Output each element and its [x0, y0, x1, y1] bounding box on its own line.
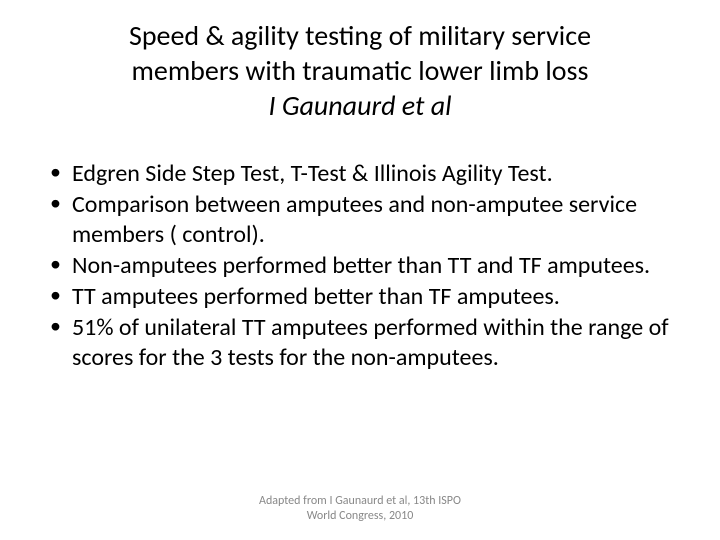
footer-line-1: Adapted from I Gaunaurd et al, 13th ISPO: [0, 494, 720, 509]
bullet-text: 51% of unilateral TT amputees performed …: [72, 313, 669, 371]
title-author: I Gaunaurd et al: [129, 88, 591, 123]
list-item: 51% of unilateral TT amputees performed …: [48, 313, 680, 372]
title-block: Speed & agility testing of military serv…: [129, 18, 591, 123]
list-item: Non-amputees performed better than TT an…: [48, 251, 680, 280]
title-line-1: Speed & agility testing of military serv…: [129, 18, 591, 53]
bullet-text: Edgren Side Step Test, T-Test & Illinois…: [72, 159, 553, 188]
bullet-list: Edgren Side Step Test, T-Test & Illinois…: [40, 159, 680, 374]
list-item: TT amputees performed better than TF amp…: [48, 282, 680, 311]
footer-line-2: World Congress, 2010: [0, 509, 720, 524]
list-item: Comparison between amputees and non-ampu…: [48, 190, 680, 249]
list-item: Edgren Side Step Test, T-Test & Illinois…: [48, 159, 680, 188]
bullet-text: Comparison between amputees and non-ampu…: [72, 190, 637, 248]
bullet-text: Non-amputees performed better than TT an…: [72, 251, 650, 280]
footer-citation: Adapted from I Gaunaurd et al, 13th ISPO…: [0, 494, 720, 524]
slide-container: Speed & agility testing of military serv…: [0, 0, 720, 540]
bullet-text: TT amputees performed better than TF amp…: [72, 282, 560, 311]
title-line-2: members with traumatic lower limb loss: [129, 53, 591, 88]
